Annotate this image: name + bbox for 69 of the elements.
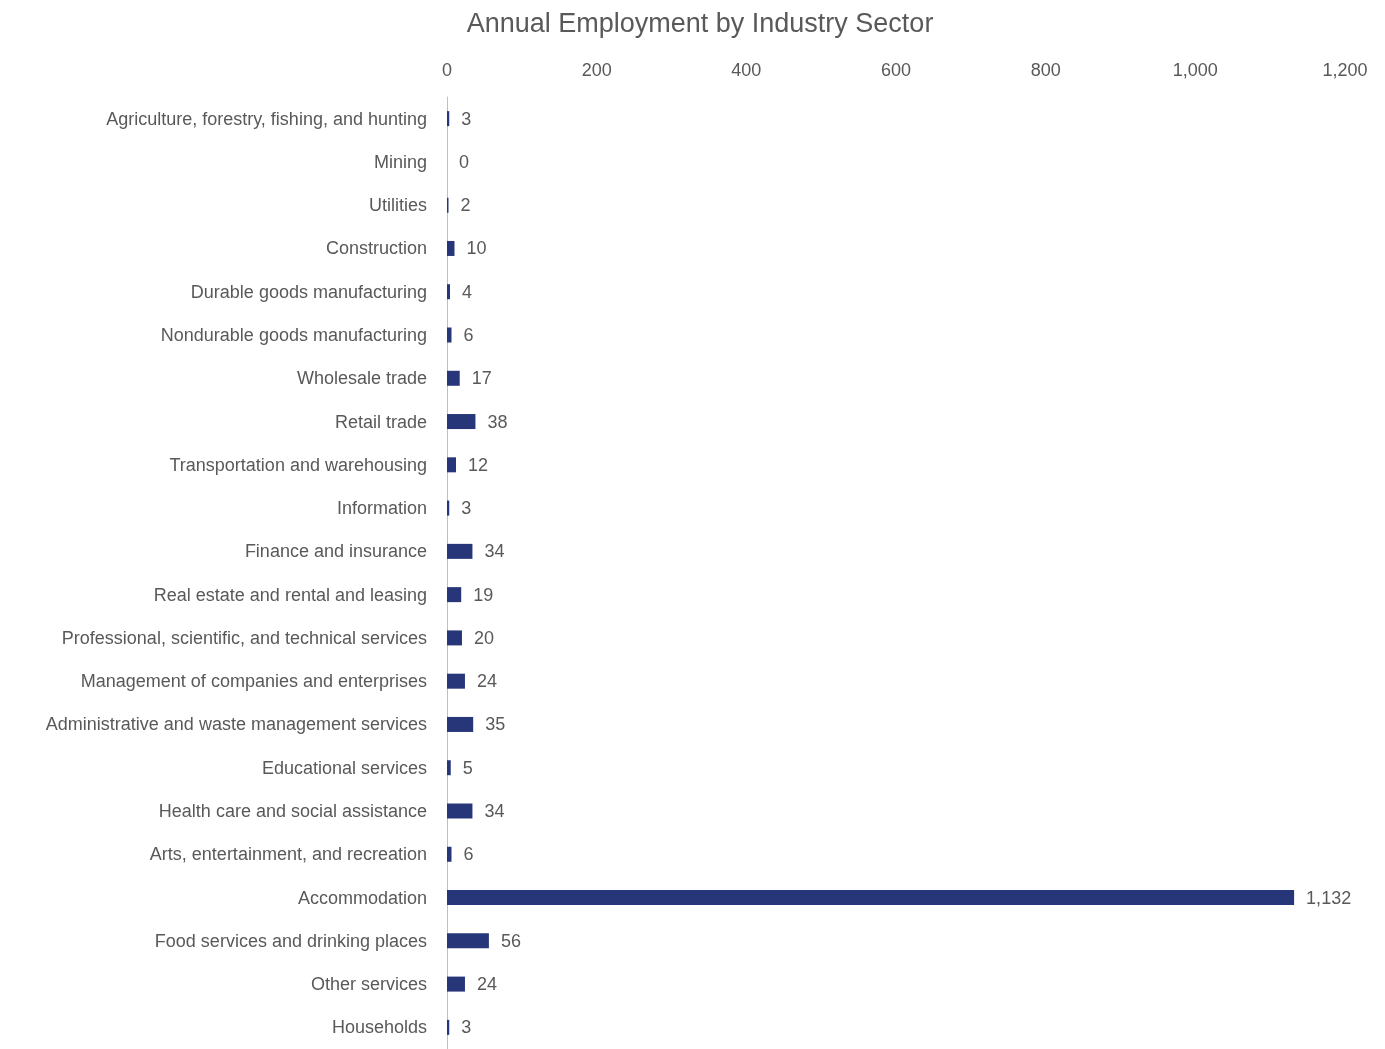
bar [447, 846, 452, 862]
x-tick-label: 1,200 [1322, 60, 1368, 80]
y-tick-label: Other services [310, 974, 427, 995]
y-tick-label: Nondurable goods manufacturing [160, 325, 427, 345]
data-label: 3 [461, 1017, 472, 1038]
bar [447, 414, 476, 430]
y-tick-label: Food services and drinking places [154, 930, 427, 951]
y-tick-label: Information [336, 498, 427, 519]
data-label: 0 [459, 151, 470, 172]
data-label: 34 [484, 541, 505, 562]
bar [447, 976, 465, 992]
bar [447, 630, 462, 646]
y-tick-label: Educational services [261, 757, 427, 778]
y-tick-label: Accommodation [297, 887, 427, 908]
bar [447, 716, 474, 732]
bar [447, 457, 456, 473]
chart-title: Annual Employment by Industry Sector [466, 7, 934, 38]
y-tick-label: Households [331, 1017, 427, 1038]
y-tick-label: Utilities [368, 195, 427, 216]
data-label: 35 [485, 714, 506, 735]
bar [447, 284, 450, 300]
data-label: 6 [463, 844, 474, 865]
data-label: 1,132 [1306, 887, 1352, 908]
data-label: 5 [462, 757, 473, 778]
bar [447, 240, 455, 256]
data-label: 6 [463, 325, 474, 345]
bar [447, 673, 465, 689]
y-tick-label: Management of companies and enterprises [80, 671, 427, 692]
y-tick-label: Transportation and warehousing [169, 454, 427, 475]
y-tick-label: Construction [325, 238, 427, 259]
y-tick-label: Retail trade [334, 411, 427, 432]
y-tick-label: Health care and social assistance [158, 801, 427, 821]
y-tick-label: Administrative and waste management services [45, 714, 427, 735]
y-tick-label: Real estate and rental and leasing [153, 584, 427, 605]
data-label: 19 [473, 584, 494, 605]
x-tick-label: 200 [581, 60, 612, 80]
data-label: 17 [471, 368, 492, 389]
bar [447, 803, 473, 819]
data-label: 34 [484, 801, 505, 821]
x-tick-label: 400 [731, 60, 762, 80]
y-tick-label: Finance and insurance [244, 541, 427, 562]
y-tick-label: Mining [373, 151, 427, 172]
x-tick-label: 0 [441, 60, 453, 80]
data-label: 56 [500, 930, 521, 951]
x-tick-label: 600 [880, 60, 912, 80]
bar [447, 933, 489, 949]
bar [447, 587, 462, 603]
data-label: 4 [461, 281, 473, 302]
y-tick-label: Professional, scientific, and technical services [61, 627, 427, 648]
bar [447, 370, 460, 386]
y-tick-label: Durable goods manufacturing [190, 281, 427, 302]
data-label: 24 [476, 671, 497, 692]
data-label: 2 [460, 195, 471, 216]
data-label: 12 [467, 454, 489, 475]
y-tick-label: Wholesale trade [296, 368, 427, 389]
y-tick-label: Arts, entertainment, and recreation [149, 844, 427, 865]
y-tick-label: Agriculture, forestry, fishing, and hunting [106, 108, 427, 129]
x-tick-label: 800 [1030, 60, 1061, 80]
bar [447, 327, 452, 343]
data-label: 24 [476, 974, 497, 995]
data-label: 3 [461, 498, 472, 519]
data-label: 3 [461, 108, 472, 129]
data-label: 20 [473, 627, 494, 648]
bar [447, 890, 1295, 906]
bar [447, 543, 473, 559]
data-label: 10 [466, 238, 487, 259]
x-tick-label: 1,000 [1172, 60, 1218, 80]
data-label: 38 [487, 411, 508, 432]
bar [447, 760, 451, 776]
